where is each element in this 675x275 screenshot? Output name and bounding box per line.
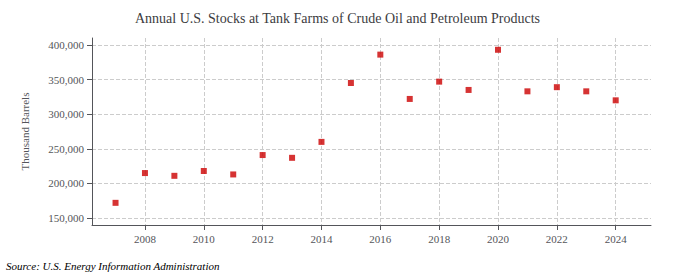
svg-text:Annual U.S. Stocks at Tank Far: Annual U.S. Stocks at Tank Farms of Crud… — [135, 11, 540, 26]
svg-text:2020: 2020 — [487, 233, 510, 245]
svg-text:400,000: 400,000 — [48, 39, 84, 51]
svg-text:Source: U.S. Energy Informatio: Source: U.S. Energy Information Administ… — [6, 260, 220, 272]
svg-text:2008: 2008 — [134, 233, 157, 245]
svg-text:250,000: 250,000 — [48, 143, 84, 155]
svg-text:2018: 2018 — [428, 233, 451, 245]
svg-text:2022: 2022 — [546, 233, 568, 245]
svg-text:2024: 2024 — [605, 233, 628, 245]
svg-text:2016: 2016 — [369, 233, 392, 245]
svg-text:2014: 2014 — [310, 233, 333, 245]
svg-text:350,000: 350,000 — [48, 74, 84, 86]
svg-text:Thousand Barrels: Thousand Barrels — [19, 93, 31, 171]
svg-text:2012: 2012 — [252, 233, 274, 245]
svg-text:300,000: 300,000 — [48, 108, 84, 120]
svg-text:150,000: 150,000 — [48, 212, 84, 224]
svg-text:2010: 2010 — [193, 233, 216, 245]
svg-text:200,000: 200,000 — [48, 177, 84, 189]
